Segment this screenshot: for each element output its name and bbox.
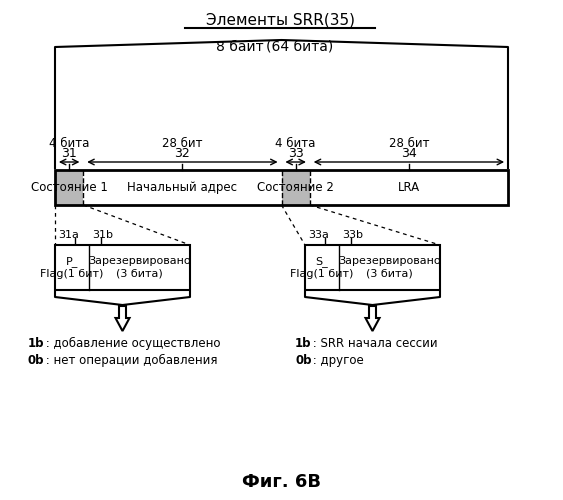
Text: 31: 31: [61, 147, 77, 160]
Text: 33a: 33a: [308, 230, 329, 240]
Text: Начальный адрес: Начальный адрес: [127, 181, 238, 194]
Text: 1b: 1b: [295, 337, 311, 350]
Text: Зарезервировано
(3 бита): Зарезервировано (3 бита): [88, 256, 191, 278]
Text: (64 бита): (64 бита): [266, 40, 334, 54]
Text: 4 бита: 4 бита: [49, 137, 90, 150]
Text: 0b: 0b: [295, 354, 311, 367]
Text: Состояние 1: Состояние 1: [31, 181, 108, 194]
Text: : другое: : другое: [309, 354, 364, 367]
Text: 4 бита: 4 бита: [275, 137, 316, 150]
Text: Состояние 2: Состояние 2: [257, 181, 334, 194]
Text: 32: 32: [175, 147, 190, 160]
Text: 31b: 31b: [92, 230, 113, 240]
Text: 0b: 0b: [28, 354, 44, 367]
Polygon shape: [115, 306, 129, 331]
Text: 28 бит: 28 бит: [388, 137, 429, 150]
Text: : SRR начала сессии: : SRR начала сессии: [309, 337, 437, 350]
Text: P_
Flag(1 бит): P_ Flag(1 бит): [40, 256, 104, 279]
Text: 31a: 31a: [58, 230, 79, 240]
Bar: [55, 170, 83, 205]
Text: 8 байт: 8 байт: [216, 40, 264, 54]
Polygon shape: [365, 306, 379, 331]
Bar: [305, 245, 440, 290]
Text: Элементы SRR(35): Элементы SRR(35): [207, 12, 355, 28]
Bar: [55, 170, 508, 205]
Text: LRA: LRA: [398, 181, 420, 194]
Bar: [55, 170, 508, 205]
Text: 28 бит: 28 бит: [162, 137, 203, 150]
Text: Фиг. 6B: Фиг. 6B: [242, 473, 320, 491]
Text: : нет операции добавления: : нет операции добавления: [42, 354, 217, 367]
Text: S_
Flag(1 бит): S_ Flag(1 бит): [290, 256, 354, 279]
Text: : добавление осуществлено: : добавление осуществлено: [42, 337, 221, 350]
Text: 1b: 1b: [28, 337, 44, 350]
Text: 33: 33: [288, 147, 303, 160]
Text: 34: 34: [401, 147, 417, 160]
Text: 33b: 33b: [342, 230, 363, 240]
Bar: [282, 170, 310, 205]
Text: Зарезервировано
(3 бита): Зарезервировано (3 бита): [338, 256, 441, 278]
Bar: [55, 245, 190, 290]
